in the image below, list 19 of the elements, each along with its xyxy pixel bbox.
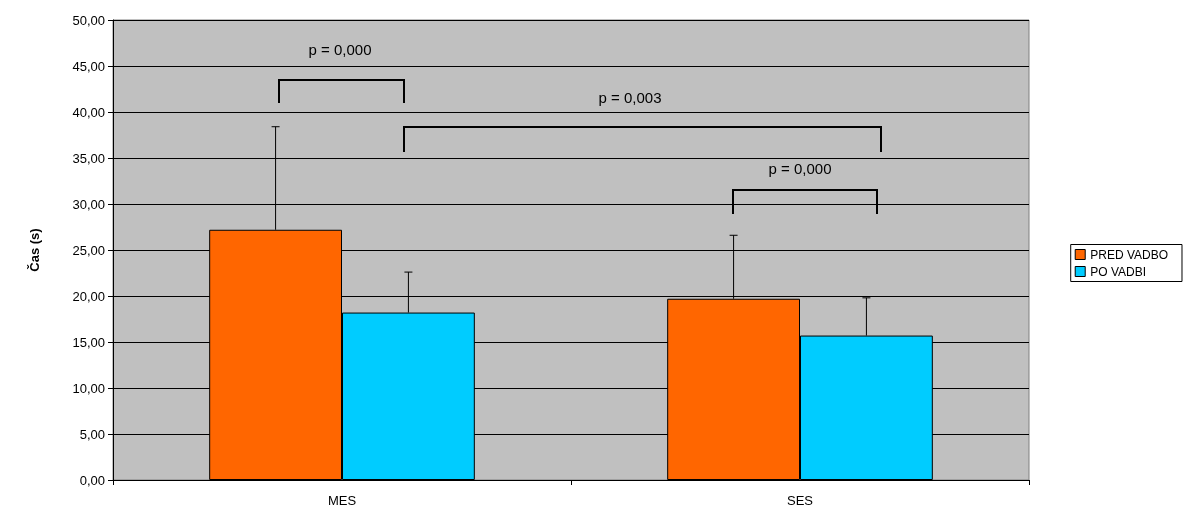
annotation: p = 0,000 <box>308 41 372 58</box>
annotation: p = 0,000 <box>768 160 832 177</box>
y-axis-title: Čas (s) <box>27 228 42 272</box>
y-tick-label: 0,00 <box>79 472 105 488</box>
legend-label: PRED VADBO <box>1090 247 1168 262</box>
y-tick-label: 25,00 <box>72 242 105 258</box>
y-tick-label: 30,00 <box>72 196 105 212</box>
x-tick-label: MES <box>327 493 357 508</box>
y-tick-label: 5,00 <box>79 426 105 442</box>
x-tick-label: SES <box>786 493 814 508</box>
y-tick-label: 20,00 <box>72 288 105 304</box>
y-tick-label: 50,00 <box>72 12 105 28</box>
y-tick-label: 15,00 <box>72 334 105 350</box>
y-tick-label: 35,00 <box>72 150 105 166</box>
y-tick-label: 40,00 <box>72 104 105 120</box>
y-tick-label: 10,00 <box>72 380 105 396</box>
y-tick-label: 45,00 <box>72 58 105 74</box>
annotation: p = 0,003 <box>598 89 662 106</box>
legend-label: PO VADBI <box>1090 264 1146 279</box>
